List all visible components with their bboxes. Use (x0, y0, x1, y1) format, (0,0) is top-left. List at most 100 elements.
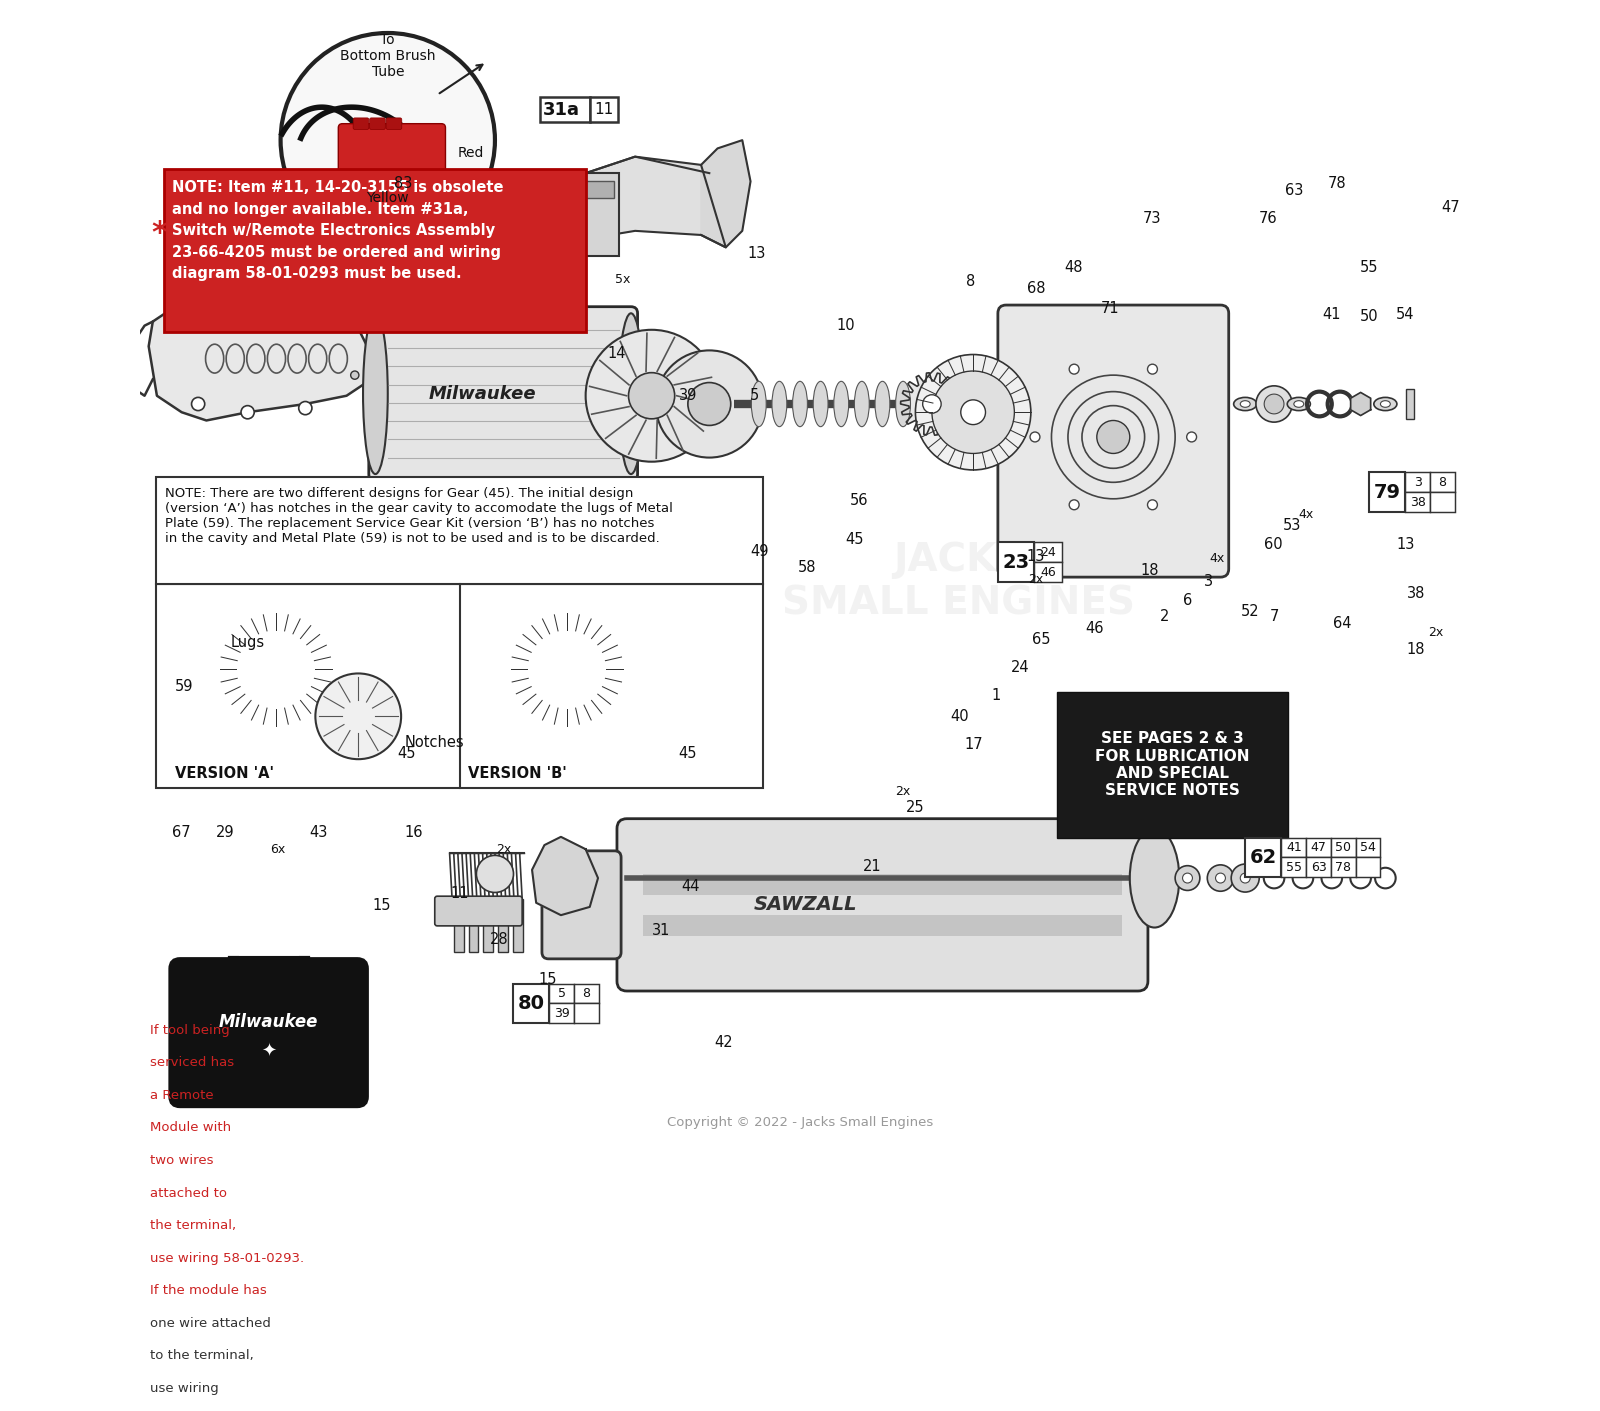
Circle shape (485, 682, 514, 711)
Text: 5x: 5x (616, 272, 630, 285)
Text: 65: 65 (1032, 632, 1051, 648)
Circle shape (629, 373, 675, 419)
Text: 62: 62 (1250, 848, 1277, 866)
Text: 16: 16 (405, 825, 422, 841)
Circle shape (350, 371, 358, 380)
Text: 18: 18 (1406, 642, 1426, 656)
Ellipse shape (1234, 398, 1256, 411)
Polygon shape (1350, 392, 1371, 415)
Bar (483, 899, 493, 952)
Circle shape (237, 629, 315, 710)
Text: a Remote: a Remote (150, 1089, 213, 1102)
Bar (1355, 838, 1381, 858)
Text: 76: 76 (1259, 212, 1278, 226)
FancyBboxPatch shape (435, 896, 522, 926)
Text: Copyright © 2022 - Jacks Small Engines: Copyright © 2022 - Jacks Small Engines (667, 1116, 933, 1129)
Ellipse shape (896, 381, 910, 426)
Bar (157, 477, 763, 584)
Ellipse shape (1294, 401, 1304, 408)
Text: 45: 45 (678, 746, 698, 762)
Text: 63: 63 (1285, 183, 1304, 199)
FancyBboxPatch shape (386, 119, 402, 130)
Text: diagram 58-01-0293 must be used.: diagram 58-01-0293 must be used. (173, 265, 462, 281)
Text: attached to: attached to (150, 1187, 227, 1199)
Bar (165, 169, 586, 332)
Text: To
Bottom Brush
Tube: To Bottom Brush Tube (341, 32, 435, 79)
Text: 54: 54 (1360, 841, 1376, 854)
Text: 63: 63 (1310, 861, 1326, 873)
Circle shape (1147, 364, 1157, 374)
Circle shape (923, 395, 941, 413)
Text: 14: 14 (608, 346, 626, 361)
Text: 18: 18 (1141, 563, 1158, 577)
Bar (514, 899, 523, 952)
Ellipse shape (1288, 398, 1310, 411)
Bar (1370, 473, 1405, 512)
Text: 48: 48 (1064, 260, 1082, 275)
Ellipse shape (875, 381, 890, 426)
Text: 49: 49 (750, 543, 768, 559)
Text: 53: 53 (1283, 518, 1301, 533)
Text: 39: 39 (554, 1007, 570, 1020)
Text: 80: 80 (518, 993, 544, 1013)
Polygon shape (149, 281, 371, 420)
Bar (1430, 473, 1454, 492)
Text: 1: 1 (992, 689, 1000, 703)
Text: 55: 55 (1286, 861, 1302, 873)
Text: 39: 39 (678, 388, 698, 404)
Bar (1405, 492, 1430, 512)
Bar (1355, 858, 1381, 878)
Text: Milwaukee: Milwaukee (429, 385, 536, 402)
Text: 47: 47 (1310, 841, 1326, 854)
Text: 4x: 4x (1210, 552, 1224, 564)
Text: 47: 47 (1442, 199, 1459, 214)
Text: 46: 46 (1085, 621, 1104, 636)
Text: 15: 15 (539, 972, 557, 988)
Text: NOTE: There are two different designs for Gear (45). The initial design
(version: NOTE: There are two different designs fo… (165, 487, 672, 545)
Ellipse shape (619, 313, 643, 474)
Bar (643, 916, 1122, 935)
Text: 15: 15 (373, 897, 390, 913)
Text: 43: 43 (309, 825, 328, 841)
Text: 24: 24 (1011, 660, 1030, 676)
Ellipse shape (1182, 873, 1192, 883)
Bar (157, 584, 763, 787)
Bar (998, 542, 1034, 583)
Circle shape (528, 629, 606, 710)
Ellipse shape (771, 381, 787, 426)
Bar (574, 1003, 598, 1023)
Circle shape (656, 350, 763, 457)
Bar (1331, 838, 1355, 858)
Text: 2x: 2x (894, 785, 910, 797)
Text: VERSION 'B': VERSION 'B' (467, 766, 566, 782)
Ellipse shape (813, 381, 829, 426)
Text: 58: 58 (797, 560, 816, 576)
Bar (1406, 389, 1414, 419)
Text: ✦: ✦ (261, 1043, 277, 1061)
Text: 2x: 2x (1029, 573, 1043, 586)
Text: 73: 73 (1142, 212, 1162, 226)
Text: 78: 78 (1336, 861, 1352, 873)
Circle shape (242, 405, 254, 419)
Text: Yellow: Yellow (366, 190, 410, 205)
Bar (549, 983, 574, 1003)
Bar (514, 983, 549, 1023)
Text: 3: 3 (1203, 574, 1213, 590)
Circle shape (1147, 499, 1157, 509)
Circle shape (915, 354, 1030, 470)
Circle shape (586, 330, 717, 461)
FancyBboxPatch shape (618, 818, 1147, 991)
Text: NOTE: Item #11, 14-20-3155 is obsolete: NOTE: Item #11, 14-20-3155 is obsolete (173, 181, 504, 195)
Ellipse shape (1240, 401, 1250, 408)
Circle shape (688, 382, 731, 426)
FancyBboxPatch shape (998, 305, 1229, 577)
Circle shape (1264, 394, 1283, 413)
Circle shape (960, 399, 986, 425)
Text: 31: 31 (653, 923, 670, 938)
Text: 59: 59 (174, 679, 194, 694)
Text: 31a: 31a (542, 100, 579, 119)
FancyBboxPatch shape (542, 851, 621, 959)
Circle shape (280, 32, 494, 247)
Text: Notches: Notches (405, 735, 464, 749)
FancyBboxPatch shape (170, 959, 366, 1106)
